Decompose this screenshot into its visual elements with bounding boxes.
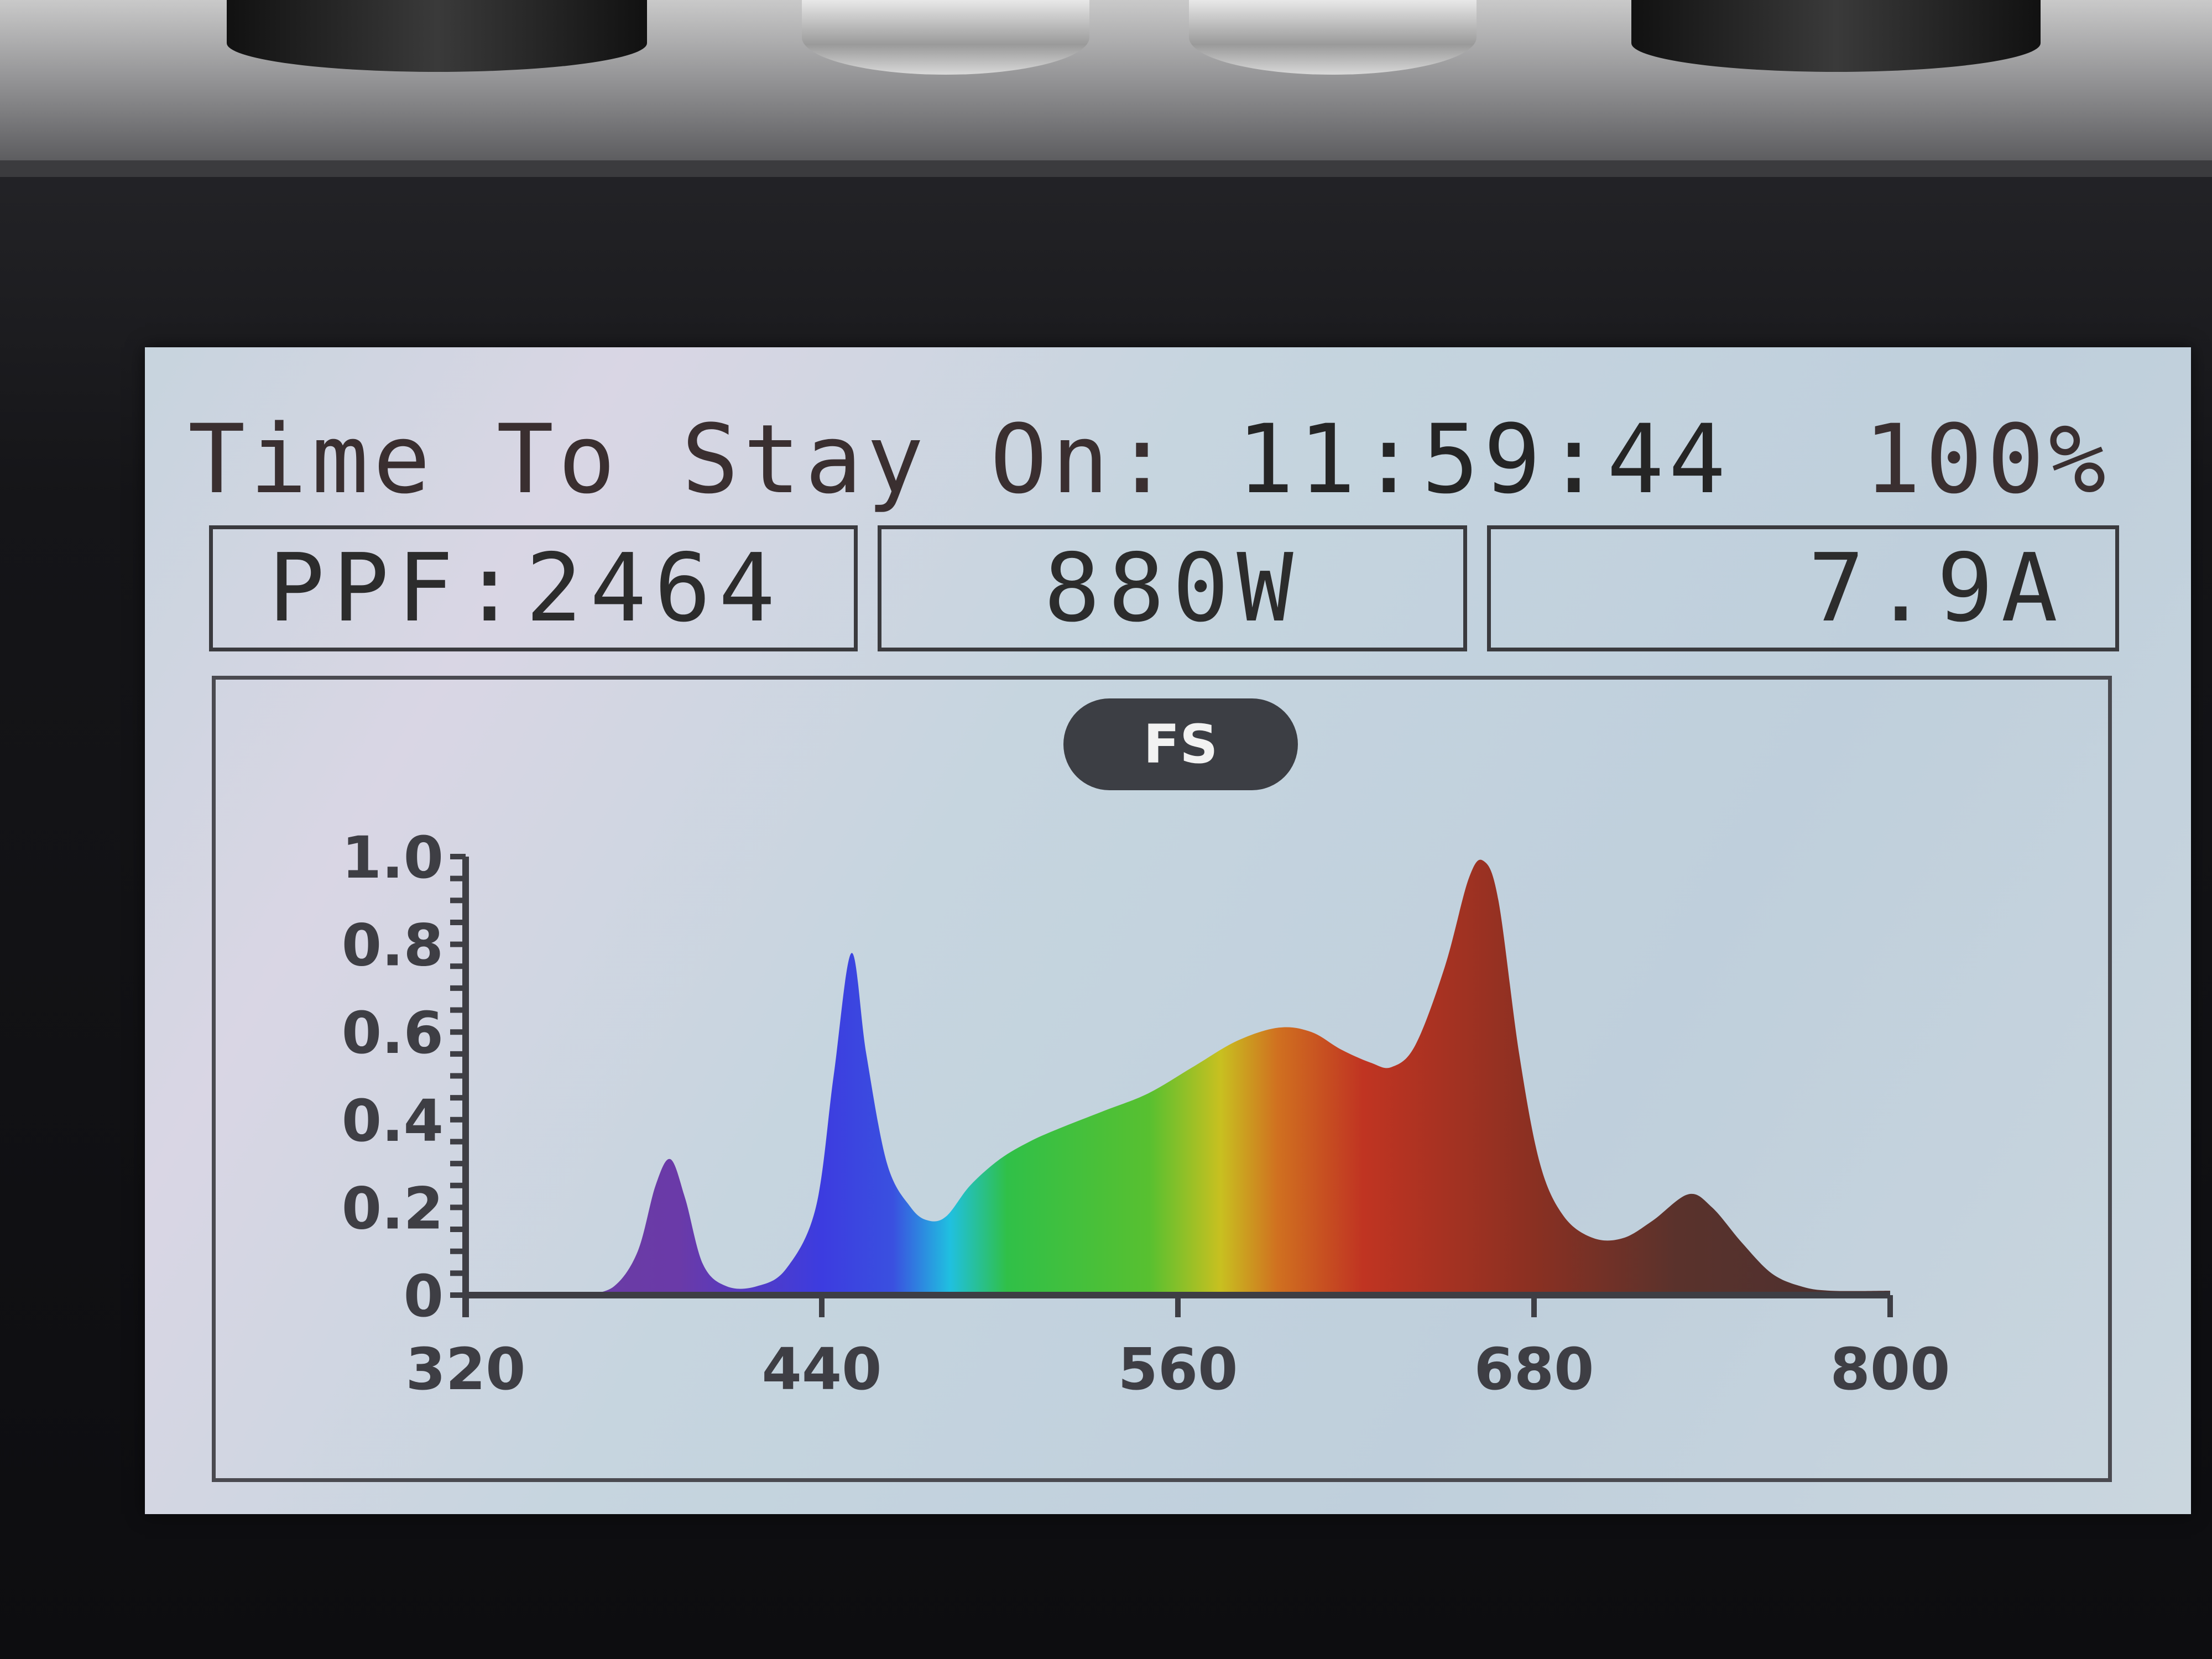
time-remaining: 11:59:44 xyxy=(1237,404,1730,515)
y-tick-label: 1.0 xyxy=(342,824,444,891)
timer-row: Time To Stay On: 11:59:44 xyxy=(188,404,1730,515)
lcd-screen xyxy=(145,347,2191,1514)
bezel xyxy=(0,160,2212,177)
x-tick-label: 560 xyxy=(1118,1335,1238,1403)
control-knob[interactable] xyxy=(1631,0,2041,72)
x-tick-label: 440 xyxy=(761,1335,881,1403)
power-value: 880W xyxy=(1044,534,1301,643)
brightness-percent: 100% xyxy=(1864,404,2111,515)
ppf-value: PPF:2464 xyxy=(268,534,783,643)
control-knob[interactable] xyxy=(227,0,647,72)
y-tick-label: 0 xyxy=(404,1262,444,1330)
current-value: 7.9A xyxy=(1808,534,2065,643)
x-tick-label: 680 xyxy=(1474,1335,1594,1403)
x-tick-label: 800 xyxy=(1830,1335,1950,1403)
current-box: 7.9A xyxy=(1487,525,2119,651)
x-tick-label: 320 xyxy=(405,1335,525,1403)
y-tick-label: 0.6 xyxy=(342,999,444,1067)
mode-badge[interactable]: FS xyxy=(1063,698,1298,790)
power-box: 880W xyxy=(878,525,1467,651)
push-button[interactable] xyxy=(1189,0,1477,75)
ppf-box: PPF:2464 xyxy=(209,525,858,651)
y-tick-label: 0.8 xyxy=(342,912,444,979)
chart-frame xyxy=(212,676,2112,1482)
y-tick-label: 0.2 xyxy=(342,1175,444,1242)
spectrum-area xyxy=(584,859,1891,1295)
timer-label: Time To Stay On: xyxy=(188,404,1175,515)
y-tick-label: 0.4 xyxy=(342,1087,444,1155)
push-button[interactable] xyxy=(802,0,1089,75)
